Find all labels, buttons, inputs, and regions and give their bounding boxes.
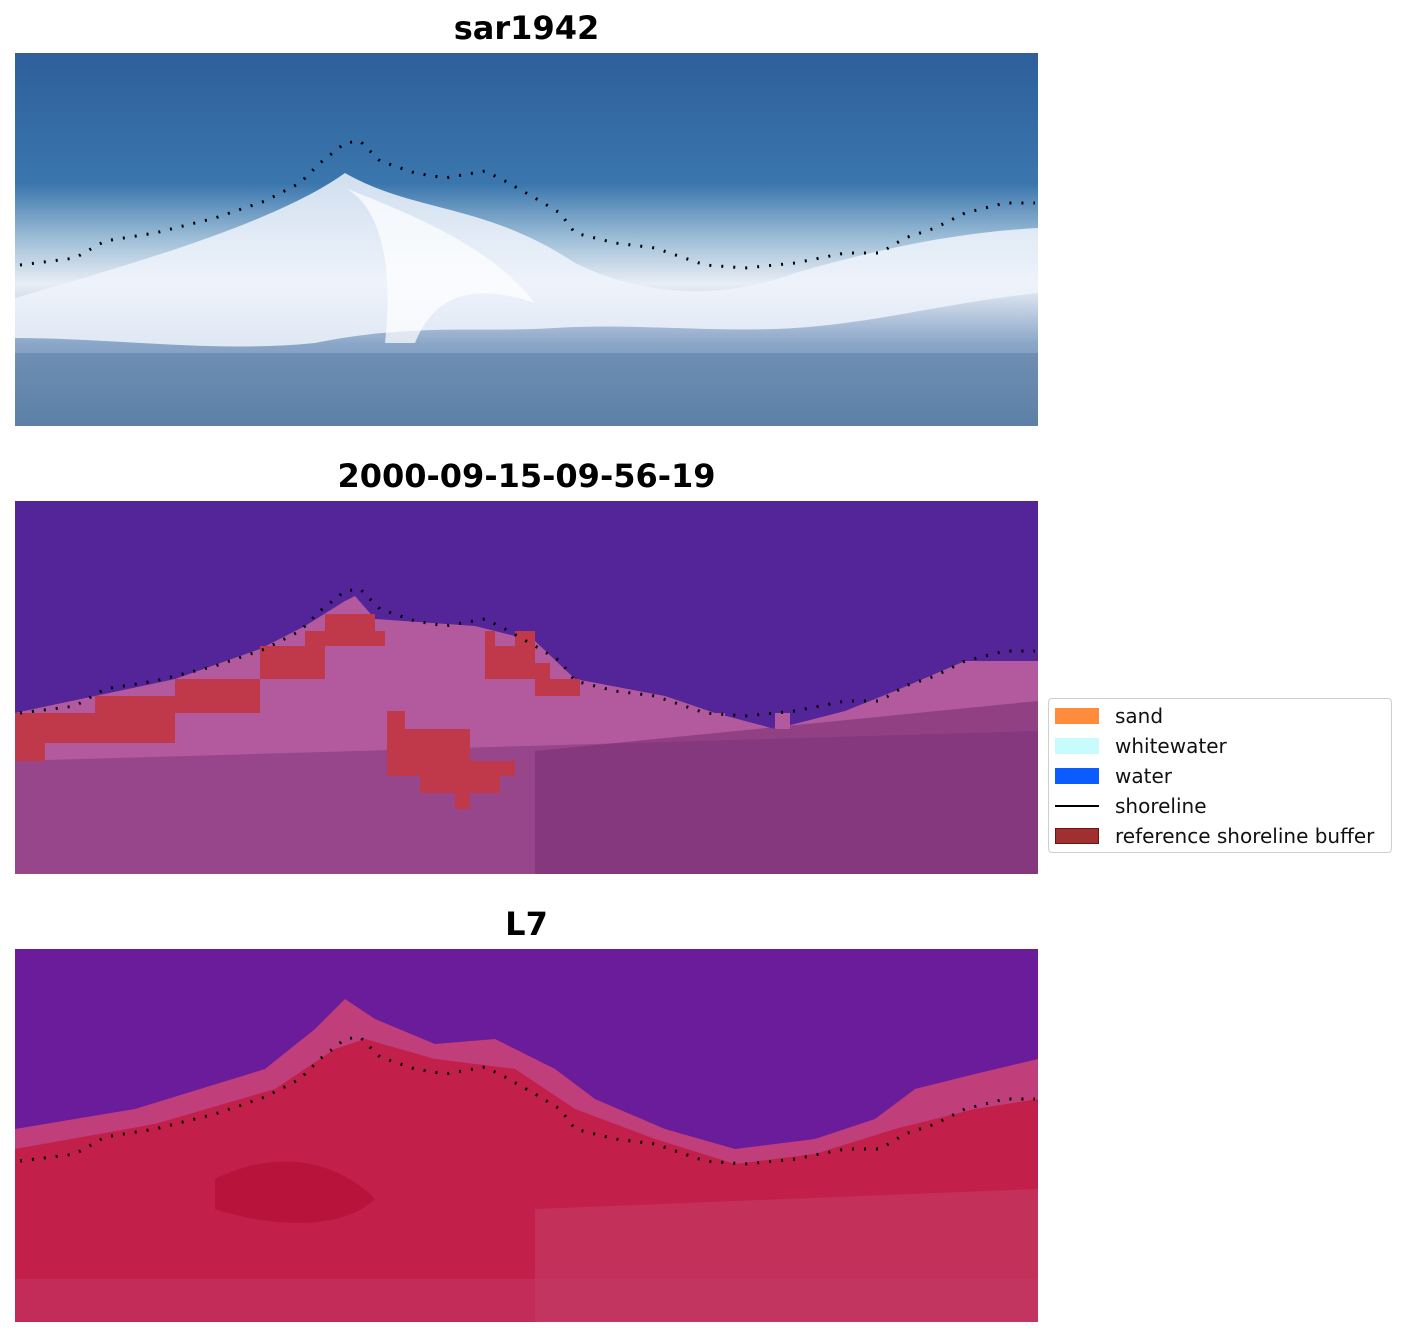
legend-label: sand <box>1115 704 1164 728</box>
panel-title-2: 2000-09-15-09-56-19 <box>337 457 716 495</box>
legend-label: shoreline <box>1115 794 1207 818</box>
classified-image <box>15 501 1038 874</box>
panel-title-3: L7 <box>505 905 548 943</box>
shoreline-overlay-3 <box>19 1035 1035 1166</box>
legend: sand whitewater water shoreline referenc… <box>1048 698 1392 853</box>
shoreline-line-icon <box>1055 805 1099 807</box>
satellite-image-false-color <box>15 949 1038 1322</box>
legend-item-water: water <box>1055 763 1172 789</box>
satellite-image-rgb <box>15 53 1038 426</box>
shoreline-overlay-1 <box>19 139 1035 270</box>
legend-item-shoreline: shoreline <box>1055 793 1207 819</box>
buffer-swatch <box>1055 828 1099 844</box>
legend-label: reference shoreline buffer <box>1115 824 1375 848</box>
legend-label: whitewater <box>1115 734 1227 758</box>
shoreline-overlay-2 <box>19 587 1035 718</box>
water-swatch <box>1055 768 1099 784</box>
legend-item-whitewater: whitewater <box>1055 733 1227 759</box>
legend-item-sand: sand <box>1055 703 1163 729</box>
sand-swatch <box>1055 708 1099 724</box>
whitewater-swatch <box>1055 738 1099 754</box>
legend-label: water <box>1115 764 1172 788</box>
legend-item-reference-buffer: reference shoreline buffer <box>1055 823 1374 849</box>
panel-title-1: sar1942 <box>453 9 600 47</box>
